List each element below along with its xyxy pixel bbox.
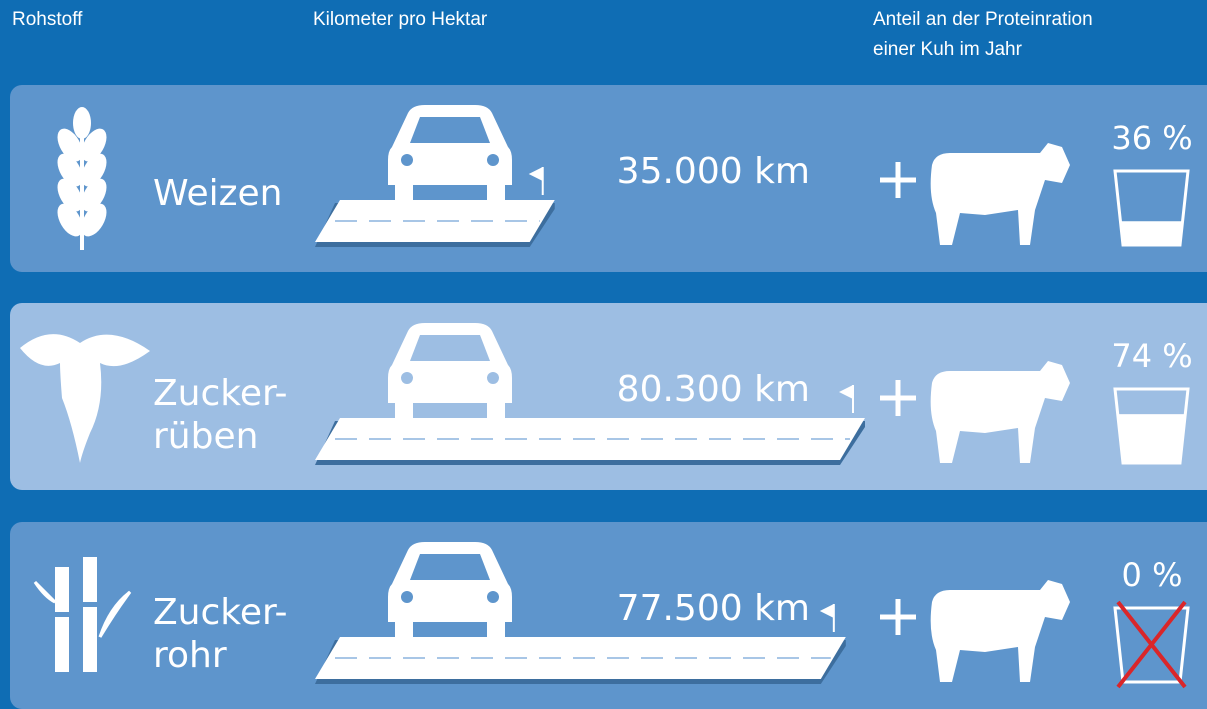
row-panel [10,522,1207,709]
cow [930,361,1070,463]
icon-cane-node [55,612,69,617]
bucket-fill [1115,414,1188,463]
icon-beet [20,334,150,463]
plus [880,162,916,198]
row: Zucker-rohr 77.500 km 0 % [10,522,1207,709]
km-label: 35.000 km [617,151,810,192]
bucket-fill [1115,221,1188,245]
row-panel [10,303,1207,490]
icon-grain [81,178,107,212]
car [388,105,512,202]
row: Weizen 35.000 km 36 % [10,85,1207,272]
share-label: 0 % [1122,556,1183,594]
row-name: Zucker- [153,373,287,414]
cow [930,580,1070,682]
car-light [401,591,413,603]
header-share: einer Kuh im Jahr [873,39,1023,60]
row-name: rüben [153,416,258,457]
car-light [487,591,499,603]
icon-grain [57,178,83,212]
icon-cane-node [83,602,97,607]
car-wheel [395,617,413,639]
flag [819,604,834,618]
icon-cane [83,557,97,672]
header-share: Anteil an der Proteinration [873,9,1093,30]
km-label: 80.300 km [617,369,810,410]
car [388,323,512,420]
car-wheel [487,398,505,420]
icon-grain [81,153,107,187]
row-name: Zucker- [153,592,287,633]
flag [528,167,543,181]
share-label: 74 % [1111,337,1192,375]
icon-grain [57,153,83,187]
car-light [401,372,413,384]
icon-grain [57,128,83,162]
km-label: 77.500 km [617,588,810,629]
car-window [410,117,490,143]
icon-leaf [33,580,57,604]
icon-cane [55,567,69,672]
car-wheel [487,180,505,202]
icon-grain [81,128,107,162]
row-name: rohr [153,635,227,676]
header-raw-material: Rohstoff [12,9,83,30]
row: Zucker-rüben 80.300 km 74 % [10,303,1207,490]
flag [839,385,853,399]
car-light [487,372,499,384]
icon-grain [81,203,107,237]
car-wheel [395,180,413,202]
plus [880,599,916,635]
car-window [410,335,490,361]
car-wheel [395,398,413,420]
plus [880,380,916,416]
cow [930,143,1070,245]
car [388,542,512,639]
car-light [487,154,499,166]
share-label: 36 % [1111,119,1192,157]
icon-grain [57,203,83,237]
car-window [410,554,490,580]
car-wheel [487,617,505,639]
row-name: Weizen [153,173,283,214]
icon-leaf [98,590,132,638]
header-distance: Kilometer pro Hektar [313,9,488,30]
row-panel [10,85,1207,272]
car-light [401,154,413,166]
cross [1116,600,1187,689]
icon-grain [73,107,91,139]
road [315,200,555,242]
